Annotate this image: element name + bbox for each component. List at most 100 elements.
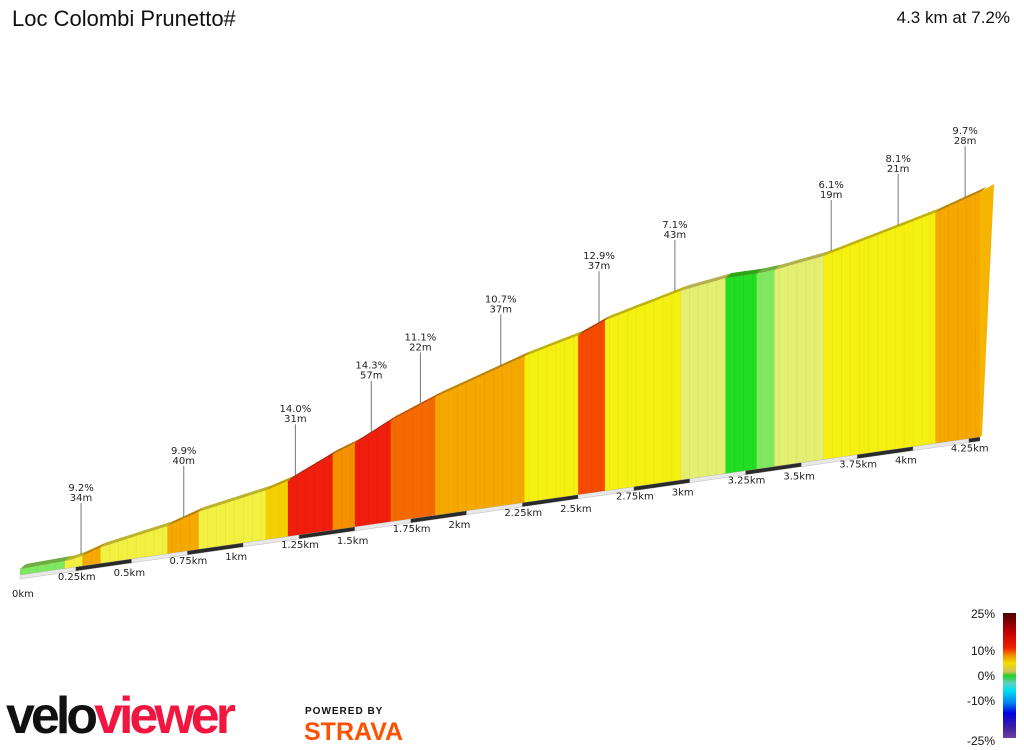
gradient-strip [225, 501, 231, 546]
gradient-strip [560, 340, 566, 498]
gradient-strip [296, 472, 302, 536]
gradient-strip [207, 507, 213, 549]
gradient-strip [662, 295, 669, 483]
x-tick-label: 0.25km [58, 572, 96, 583]
gradient-strip [721, 278, 727, 475]
gradient-strip [261, 490, 267, 541]
gradient-strip [810, 258, 816, 462]
gradient-strip [180, 517, 186, 552]
gradient-strip [948, 204, 954, 442]
x-tick-label: 2.75km [616, 492, 654, 503]
gradient-strip [622, 311, 628, 489]
gradient-strip [69, 558, 75, 568]
legend-colorbar [1003, 613, 1016, 738]
veloviewer-logo[interactable]: veloviewer [6, 690, 236, 742]
x-tick-label: 0.5km [114, 568, 145, 579]
x-tick-label: 4km [895, 456, 917, 467]
annotation-gradient: 8.1% [885, 154, 910, 165]
gradient-strip [301, 470, 307, 535]
gradient-strip [118, 540, 124, 561]
gradient-strip [33, 565, 39, 574]
annotation-length: 19m [820, 190, 842, 201]
segment-title: Loc Colombi Prunetto# [12, 6, 236, 31]
gradient-strip [417, 404, 423, 518]
gradient-strip [73, 557, 79, 568]
gradient-strip [60, 561, 66, 570]
gradient-strip [537, 349, 544, 501]
gradient-strip [212, 505, 218, 548]
gradient-strip [136, 534, 142, 559]
x-tick-label: 1km [225, 552, 247, 563]
gradient-strip [921, 215, 928, 446]
gradient-strip [631, 308, 637, 488]
gradient-strip [671, 292, 677, 482]
gradient-strip [658, 297, 664, 484]
gradient-strip [122, 538, 128, 561]
gradient-strip [55, 561, 61, 570]
gradient-strip [314, 462, 320, 533]
gradient-strip [796, 262, 802, 464]
gradient-strip [140, 533, 146, 558]
annotation-length: 43m [664, 230, 686, 241]
annotation-gradient: 9.2% [68, 483, 93, 494]
gradient-strip [203, 508, 209, 549]
gradient-strip [479, 374, 485, 509]
gradient-strip [153, 528, 160, 556]
x-tick-label: 3km [672, 488, 694, 499]
annotation-gradient: 11.1% [405, 332, 437, 343]
gradient-strip [189, 513, 195, 551]
gradient-strip [555, 342, 561, 498]
annotation-length: 34m [70, 493, 92, 504]
gradient-strip [350, 443, 356, 528]
gradient-strip [676, 290, 682, 481]
gradient-strip [310, 464, 316, 534]
gradient-strip [881, 231, 887, 452]
gradient-strip [654, 299, 660, 484]
gradient-strip [971, 194, 977, 439]
gradient-strip [24, 567, 30, 575]
gradient-strip [292, 475, 298, 536]
gradient-strip [270, 486, 276, 540]
gradient-strip [582, 330, 588, 495]
gradient-strip [435, 394, 441, 516]
gradient-strip [448, 388, 454, 514]
gradient-strip [162, 525, 168, 555]
annotation-length: 57m [360, 371, 382, 382]
gradient-strip [850, 243, 856, 456]
gradient-strip [493, 368, 499, 507]
gradient-strip [895, 226, 901, 450]
gradient-strip [216, 504, 222, 547]
legend-label-0: 0% [978, 669, 996, 683]
distance-axis: 0km 0.25km 0.5km 0.75km 1km 1.25km 1.5km 1.75km… [12, 436, 989, 600]
gradient-strip [395, 415, 401, 522]
x-tick-label: 0km [12, 589, 34, 600]
gradient-strip [457, 384, 463, 513]
gradient-strip [546, 345, 552, 500]
gradient-strip [323, 456, 329, 532]
gradient-strip [462, 382, 468, 512]
gradient-strip [685, 288, 691, 480]
legend-label-25: 25% [971, 607, 995, 621]
x-tick-label: 2km [449, 520, 471, 531]
gradient-strip [497, 366, 503, 507]
gradient-strip [104, 544, 110, 563]
segment-summary: 4.3 km at 7.2% [896, 8, 1010, 27]
gradient-strip [466, 380, 472, 511]
gradient-strip [408, 408, 414, 520]
gradient-strip [640, 304, 646, 486]
annotation-length: 37m [588, 261, 610, 272]
gradient-strip [913, 219, 919, 447]
gradient-strip [127, 537, 133, 560]
gradient-strip [377, 426, 383, 524]
gradient-strip [886, 229, 892, 451]
gradient-strip [877, 233, 883, 452]
gradient-strip [372, 429, 378, 525]
gradient-strip [698, 284, 704, 478]
strava-logo[interactable]: STRAVA [304, 718, 404, 746]
gradient-strip [819, 255, 825, 461]
gradient-strip [872, 234, 878, 453]
gradient-strip [962, 198, 968, 440]
gradient-strip [551, 343, 557, 499]
gradient-strip [363, 434, 369, 526]
x-tick-label: 3.25km [728, 476, 766, 487]
